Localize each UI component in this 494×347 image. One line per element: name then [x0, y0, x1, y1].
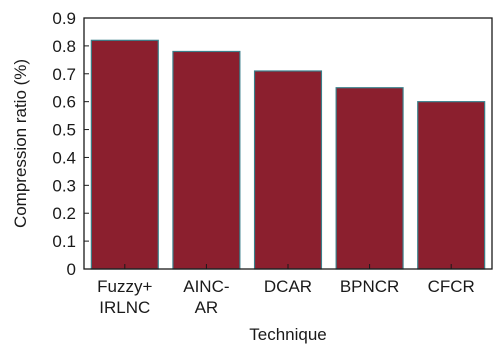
bar-4	[417, 101, 486, 270]
x-axis: Fuzzy+ IRLNC AINC- AR DCAR BPNCR CFCR	[97, 264, 475, 317]
x-tick-label: BPNCR	[340, 277, 400, 296]
plot-frame	[83, 17, 493, 270]
bars-group	[90, 39, 486, 270]
bar-3	[335, 87, 404, 270]
bar-2	[253, 70, 323, 270]
x-tick-label: IRLNC	[99, 298, 150, 317]
x-axis-label: Technique	[249, 325, 327, 344]
y-tick-label: 0.6	[52, 93, 76, 112]
x-tick-label: Fuzzy+	[97, 277, 152, 296]
y-tick-label: 0.4	[52, 148, 76, 167]
y-axis-label: Compression ratio (%)	[11, 59, 30, 228]
bar-1	[172, 50, 241, 270]
bar-0	[90, 39, 159, 270]
y-tick-label: 0.5	[52, 121, 76, 140]
y-tick-label: 0.9	[52, 9, 76, 28]
x-tick-label: AR	[195, 298, 219, 317]
y-tick-label: 0	[67, 260, 76, 279]
y-tick-label: 0.2	[52, 204, 76, 223]
y-tick-label: 0.8	[52, 37, 76, 56]
y-tick-label: 0.7	[52, 65, 76, 84]
y-tick-label: 0.3	[52, 176, 76, 195]
x-tick-label: AINC-	[183, 277, 229, 296]
y-tick-label: 0.1	[52, 232, 76, 251]
x-tick-label: CFCR	[428, 277, 475, 296]
x-tick-label: DCAR	[264, 277, 312, 296]
